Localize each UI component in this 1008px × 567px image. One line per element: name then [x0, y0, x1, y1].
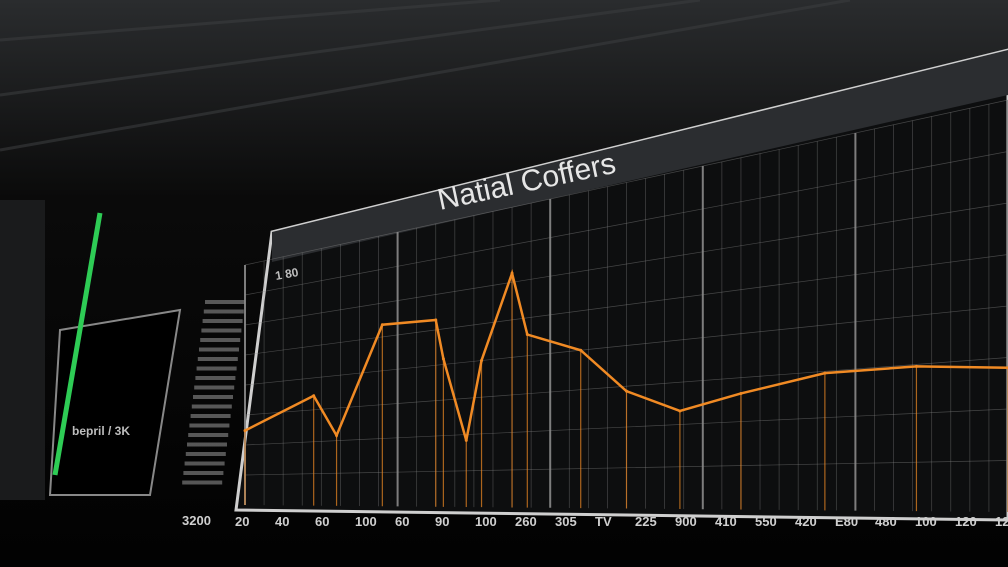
- grid-line-h: [244, 305, 1008, 386]
- data-point: [525, 333, 529, 337]
- side-label: bepril / 3K: [72, 424, 130, 438]
- number-cell: [203, 309, 244, 314]
- green-gauge: [52, 212, 103, 476]
- x-ticks: 20 40 60 100 60 90 100 260 305 TV 225 900 410 550 420 E…: [235, 514, 1008, 529]
- data-point: [335, 433, 339, 437]
- x-tick-label: 120: [955, 514, 977, 529]
- series: [243, 268, 1008, 442]
- x-tick-label: 60: [395, 514, 409, 529]
- number-cell: [183, 471, 224, 475]
- x-tick-label: E80: [835, 514, 858, 529]
- number-cell: [202, 319, 243, 323]
- number-cell: [188, 433, 229, 437]
- number-cell: [200, 338, 241, 342]
- data-point: [510, 271, 514, 275]
- data-point: [678, 409, 682, 413]
- left-screen: [0, 200, 45, 500]
- axis-first-label: 3200: [182, 513, 211, 528]
- grid-line-h: [244, 151, 1008, 296]
- data-point: [243, 429, 247, 433]
- x-tick-label: 60: [315, 514, 329, 529]
- x-tick-label: 100: [915, 514, 937, 529]
- title-bar: [272, 50, 1008, 262]
- x-tick-label: 20: [235, 514, 249, 529]
- data-point: [739, 391, 743, 395]
- number-cell: [199, 347, 239, 352]
- data-point: [823, 371, 827, 375]
- number-cell: [201, 328, 242, 333]
- data-point: [441, 357, 445, 361]
- x-tick-label: 100: [475, 514, 497, 529]
- number-cell: [184, 461, 225, 466]
- number-cell: [187, 442, 227, 447]
- x-tick-label: 550: [755, 514, 777, 529]
- data-point: [480, 359, 484, 363]
- number-cell: [194, 385, 235, 390]
- grid-line-h: [244, 254, 1008, 356]
- number-cell: [191, 404, 232, 409]
- number-cell: [196, 366, 237, 371]
- grid: [244, 99, 1008, 512]
- side-panel: [48, 308, 182, 496]
- panel-label: 1 80: [274, 265, 300, 283]
- number-cell: [193, 395, 233, 399]
- number-cell: [189, 423, 230, 428]
- x-tick-label: 480: [875, 514, 897, 529]
- number-cell: [195, 376, 236, 380]
- x-tick-label: 900: [675, 514, 697, 529]
- x-tick-label: 225: [635, 514, 657, 529]
- x-tick-label: 100: [355, 514, 377, 529]
- data-point: [434, 318, 438, 322]
- number-cell: [197, 357, 238, 361]
- ceiling: [0, 0, 851, 152]
- number-cell: [182, 480, 223, 485]
- data-point: [579, 348, 583, 352]
- data-point: [625, 389, 628, 393]
- x-tick-label: 410: [715, 514, 737, 529]
- grid-line-h: [244, 357, 1008, 416]
- number-cell: [185, 452, 226, 456]
- grid-line-h: [244, 202, 1008, 326]
- x-tick-label: 260: [515, 514, 537, 529]
- x-tick-label: TV: [595, 514, 612, 529]
- data-point: [464, 438, 468, 442]
- data-point: [914, 364, 918, 368]
- data-point: [312, 394, 316, 398]
- x-tick-label: 305: [555, 514, 577, 529]
- x-tick-label: 420: [795, 514, 817, 529]
- number-cell: [205, 300, 245, 304]
- grid-line-h: [244, 99, 1008, 266]
- number-column: [182, 300, 245, 485]
- number-cell: [190, 414, 231, 418]
- volume-bars: [244, 273, 1008, 512]
- x-tick-label: 120: [995, 514, 1008, 529]
- x-tick-label: 40: [275, 514, 289, 529]
- x-tick-label: 90: [435, 514, 449, 529]
- data-point: [380, 323, 384, 327]
